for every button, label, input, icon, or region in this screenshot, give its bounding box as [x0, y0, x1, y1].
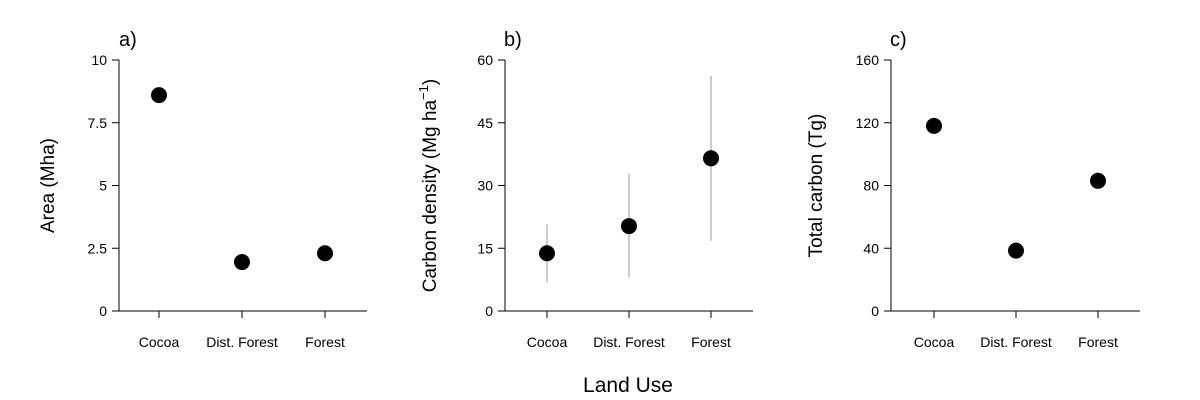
data-point [703, 150, 719, 167]
data-point [317, 245, 333, 262]
panels: a) 0 2.5 5 7.5 10 Cocoa Dist. Forest Forest Area … [38, 29, 1140, 350]
y-tick-label: 120 [856, 115, 880, 131]
x-category-label: Cocoa [914, 334, 955, 350]
data-point [1008, 242, 1024, 259]
panel-label: c) [890, 29, 907, 51]
y-axis-title: Area (Mha) [38, 138, 59, 233]
common-x-axis-label: Land Use [583, 374, 673, 397]
y-tick-label: 2.5 [88, 240, 108, 256]
x-category-label: Dist. Forest [980, 334, 1052, 350]
y-axis-title-superscript: −1 [416, 85, 431, 100]
data-point [151, 87, 167, 104]
y-tick-label: 80 [863, 178, 879, 194]
y-tick-label: 0 [485, 303, 493, 319]
data-point [1090, 172, 1106, 189]
data-point [621, 218, 637, 235]
y-axis-title-main: Total carbon (Tg) [806, 114, 827, 258]
y-tick-label: 40 [863, 240, 879, 256]
y-tick-label: 30 [477, 178, 493, 194]
data-point [234, 254, 250, 271]
y-axis-title: Carbon density (Mg ha−1) [416, 79, 441, 292]
y-tick-label: 160 [856, 52, 880, 68]
panel-label: a) [119, 29, 137, 51]
y-tick-label: 15 [477, 240, 493, 256]
panel-3: c) 0 40 80 120 160 Cocoa Dist. Forest Forest Tota… [806, 29, 1140, 350]
x-category-label: Cocoa [139, 334, 180, 350]
y-axis-title-suffix: ) [420, 79, 441, 85]
y-tick-label: 5 [99, 178, 107, 194]
x-category-label: Dist. Forest [206, 334, 278, 350]
y-tick-label: 45 [477, 115, 493, 131]
y-tick-label: 0 [871, 303, 879, 319]
x-category-label: Forest [305, 334, 345, 350]
y-tick-label: 0 [99, 303, 107, 319]
data-point [926, 117, 942, 134]
x-category-label: Forest [691, 334, 731, 350]
y-tick-label: 7.5 [88, 115, 108, 131]
x-category-label: Forest [1078, 334, 1118, 350]
panel-2: b) 0 15 30 45 60 Cocoa Dist. Forest Forest Carbon… [416, 29, 753, 350]
data-point [539, 245, 555, 262]
y-axis-title: Total carbon (Tg) [806, 114, 827, 258]
x-category-label: Dist. Forest [593, 334, 665, 350]
panel-label: b) [504, 29, 522, 51]
y-tick-label: 60 [477, 52, 493, 68]
y-axis-title-main: Carbon density (Mg ha [420, 100, 441, 293]
y-axis-title-main: Area (Mha) [38, 138, 59, 233]
panel-1: a) 0 2.5 5 7.5 10 Cocoa Dist. Forest Forest Area … [38, 29, 367, 350]
y-tick-label: 10 [91, 52, 107, 68]
x-category-label: Cocoa [527, 334, 568, 350]
